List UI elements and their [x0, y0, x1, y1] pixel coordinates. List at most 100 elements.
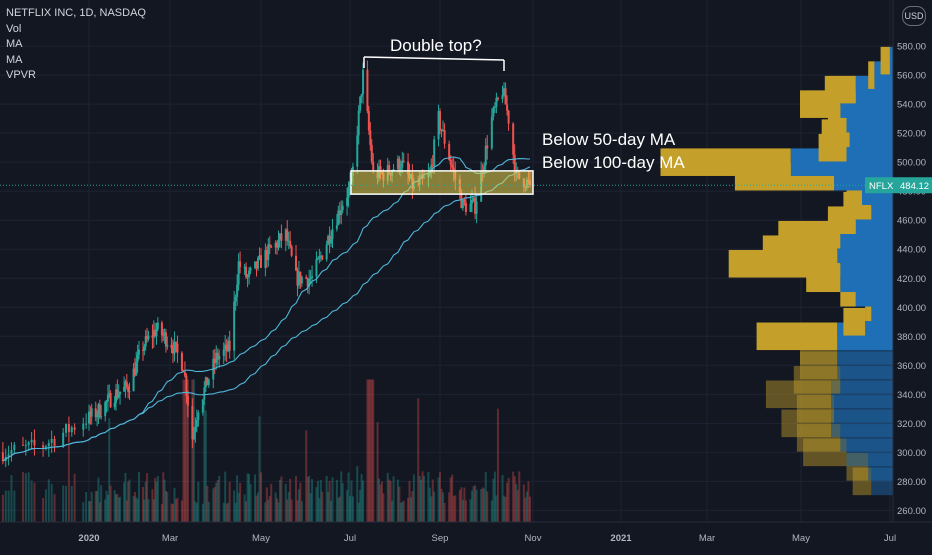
candle-body — [311, 276, 314, 279]
candle-body — [330, 239, 333, 244]
volume-bar — [513, 476, 516, 522]
volume-bar — [124, 472, 127, 522]
candle-body — [280, 233, 283, 241]
candle-body — [267, 244, 270, 261]
time-axis-tick-label: Mar — [162, 533, 178, 544]
volume-bar — [267, 499, 270, 522]
volume-bar — [44, 489, 47, 522]
indicator-vpvr-label[interactable]: VPVR — [6, 69, 36, 81]
volume-bar — [197, 481, 200, 522]
price-axis-tick-label: 400.00 — [897, 303, 926, 314]
vpvr-down-bar — [852, 467, 872, 496]
currency-button[interactable]: USD — [902, 6, 926, 26]
volume-bar — [396, 479, 399, 522]
price-axis-tick-label: 260.00 — [897, 506, 926, 517]
candle-body — [156, 322, 159, 330]
volume-bar — [527, 481, 530, 522]
volume-bar — [33, 482, 36, 522]
candle-body — [160, 322, 163, 336]
vpvr-up-bar — [834, 395, 893, 423]
vpvr-up-bar — [831, 380, 893, 409]
candle-body — [119, 391, 122, 395]
volume-bar — [50, 483, 53, 522]
candle-body — [246, 276, 249, 278]
volume-bar — [65, 485, 68, 522]
support-zone-box — [350, 170, 534, 195]
volume-bar — [350, 480, 353, 522]
candle-body — [62, 432, 65, 446]
volume-bar — [330, 500, 333, 522]
candle-body — [98, 404, 101, 418]
volume-bar — [378, 478, 381, 522]
volume-bar — [227, 502, 230, 522]
volume-bar — [409, 497, 412, 522]
volume-bar — [117, 497, 120, 522]
volume-bar — [518, 471, 521, 522]
indicator-vol-label[interactable]: Vol — [6, 22, 22, 35]
volume-bar — [287, 492, 290, 522]
indicator-ma-label[interactable]: MA — [6, 38, 23, 50]
candle-body — [225, 344, 228, 352]
candle-body — [173, 341, 176, 354]
candle-body — [507, 110, 510, 124]
time-axis-tick-label: Nov — [525, 533, 542, 544]
price-axis-tick-label: 560.00 — [897, 71, 926, 82]
time-axis-tick-label: Mar — [699, 533, 715, 544]
below-50-day-ma-label: Below 50-day MA — [542, 130, 676, 149]
candle-body — [341, 205, 344, 211]
candle-body — [128, 391, 131, 393]
volume-bar — [249, 484, 252, 522]
volume-bar — [299, 482, 302, 522]
volume-bar — [233, 490, 236, 522]
volume-bar — [347, 472, 350, 522]
volume-bar — [62, 485, 65, 522]
candle-body — [201, 399, 204, 413]
candle-body — [492, 107, 495, 117]
candle-body — [27, 442, 30, 446]
volume-bar — [146, 473, 149, 522]
volume-bar — [245, 501, 248, 522]
time-axis-tick-label: 2020 — [78, 533, 99, 544]
volume-bar — [67, 443, 70, 522]
indicator-ma-label[interactable]: MA — [6, 53, 23, 66]
volume-bar — [496, 408, 499, 522]
volume-bar — [228, 481, 231, 522]
volume-bar — [471, 490, 474, 522]
vpvr-up-bar — [889, 46, 893, 75]
candle-body — [171, 348, 174, 354]
volume-bar — [421, 471, 424, 522]
volume-bar — [418, 475, 421, 522]
candle-body — [124, 381, 127, 387]
volume-bar — [512, 471, 515, 522]
candle-body — [340, 210, 343, 216]
volume-bar — [125, 500, 128, 522]
volume-bar — [268, 496, 271, 522]
candle-body — [191, 406, 194, 440]
candle-body — [197, 412, 200, 420]
volume-bar — [170, 503, 173, 522]
candle-body — [236, 284, 239, 297]
price-axis-tick-label: 280.00 — [897, 477, 926, 488]
volume-bar — [452, 496, 455, 522]
volume-bar — [127, 481, 130, 522]
volume-bar — [152, 499, 155, 522]
volume-bar — [388, 479, 391, 522]
symbol-title[interactable]: NETFLIX INC, 1D, NASDAQ — [6, 7, 146, 19]
candle-body — [501, 95, 504, 100]
candle-body — [234, 296, 237, 302]
candle-body — [245, 266, 248, 277]
candle-body — [335, 225, 338, 230]
candle-body — [443, 130, 446, 144]
candle-body — [448, 143, 451, 160]
volume-bar — [389, 480, 392, 522]
candle-body — [146, 336, 149, 340]
candle-body — [117, 394, 120, 398]
volume-bar — [490, 500, 493, 522]
volume-bar — [437, 477, 440, 522]
volume-bar — [321, 491, 324, 522]
volume-bar — [319, 479, 322, 522]
volume-bar — [341, 483, 344, 522]
volume-bar — [224, 471, 227, 522]
